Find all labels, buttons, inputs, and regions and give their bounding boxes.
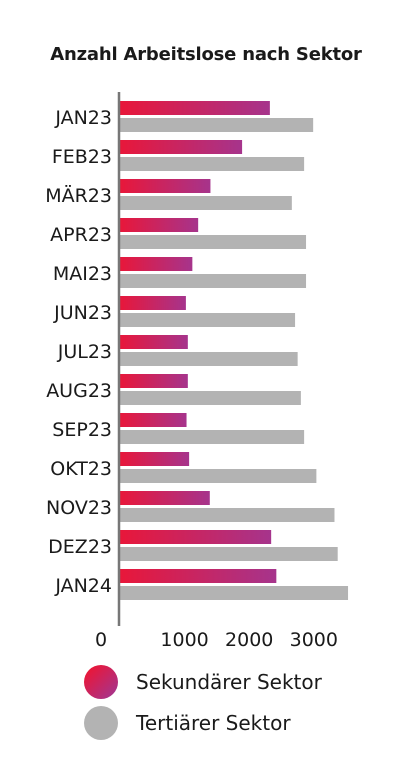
category-label: SEP23 (52, 419, 112, 441)
category-label: OKT23 (50, 458, 112, 480)
bar-sekundaer-jun23 (120, 296, 186, 310)
x-tick-label: 0 (95, 629, 107, 651)
category-label: NOV23 (46, 497, 112, 519)
category-label: FEB23 (52, 146, 112, 168)
bar-tertiaer-jun23 (120, 313, 296, 327)
bar-tertiaer-sep23 (120, 430, 305, 444)
bar-sekundaer-mai23 (120, 257, 193, 271)
legend-item-tertiaer: Tertiärer Sektor (84, 706, 291, 740)
bar-sekundaer-sep23 (120, 413, 187, 427)
x-tick-label: 3000 (290, 629, 338, 651)
bar-tertiaer-nov23 (120, 508, 335, 522)
bar-tertiaer-jul23 (120, 352, 298, 366)
category-label: MAI23 (53, 263, 112, 285)
bar-sekundaer-jan23 (120, 101, 270, 115)
bar-tertiaer-jan24 (120, 586, 349, 600)
category-label: DEZ23 (48, 536, 112, 558)
bar-tertiaer-dez23 (120, 547, 338, 561)
category-label: JAN23 (54, 107, 112, 129)
category-label: AUG23 (46, 380, 112, 402)
category-label: JAN24 (54, 575, 112, 597)
bar-sekundaer-jul23 (120, 335, 188, 349)
legend-swatch-sekundaer (84, 665, 118, 699)
legend-swatch-tertiaer (84, 706, 118, 740)
bar-tertiaer-aug23 (120, 391, 301, 405)
bar-sekundaer-jan24 (120, 569, 277, 583)
bar-sekundaer-dez23 (120, 530, 272, 544)
x-tick-label: 1000 (160, 629, 208, 651)
legend-label-tertiaer: Tertiärer Sektor (136, 711, 291, 735)
bar-tertiaer-mär23 (120, 196, 292, 210)
bar-tertiaer-mai23 (120, 274, 307, 288)
category-label: APR23 (50, 224, 112, 246)
bar-sekundaer-mär23 (120, 179, 211, 193)
category-label: MÄR23 (45, 184, 112, 207)
legend-label-sekundaer: Sekundärer Sektor (136, 670, 322, 694)
bar-sekundaer-nov23 (120, 491, 210, 505)
bar-tertiaer-jan23 (120, 118, 314, 132)
category-label: JUL23 (57, 341, 112, 363)
bar-sekundaer-okt23 (120, 452, 190, 466)
bar-tertiaer-feb23 (120, 157, 305, 171)
legend-item-sekundaer: Sekundärer Sektor (84, 665, 322, 699)
chart-title: Anzahl Arbeitslose nach Sektor (50, 44, 362, 65)
bar-sekundaer-apr23 (120, 218, 199, 232)
bar-sekundaer-aug23 (120, 374, 188, 388)
bar-tertiaer-apr23 (120, 235, 307, 249)
bar-tertiaer-okt23 (120, 469, 317, 483)
x-tick-label: 2000 (225, 629, 273, 651)
bar-sekundaer-feb23 (120, 140, 243, 154)
category-label: JUN23 (53, 302, 112, 324)
